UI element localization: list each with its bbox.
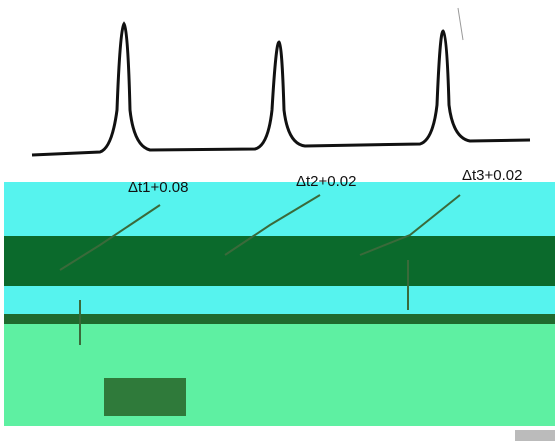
band-dark-green [4, 236, 555, 286]
delay-label: Δt3+0.02 [462, 167, 522, 184]
block [104, 378, 186, 416]
delay-label: Δt1+0.08 [128, 179, 188, 196]
corner-block [515, 430, 555, 441]
guide-lines [59, 194, 461, 345]
band-thin-green [4, 314, 555, 324]
band-cyan-mid [4, 286, 555, 314]
band-cyan-top [4, 182, 555, 237]
guide-line [224, 194, 321, 256]
band-light-green [4, 324, 555, 426]
peak-curve [31, 21, 531, 157]
guide-line [359, 194, 461, 256]
guide-line [59, 204, 161, 271]
delay-label: Δt2+0.02 [296, 173, 356, 190]
mark-line [457, 7, 464, 41]
